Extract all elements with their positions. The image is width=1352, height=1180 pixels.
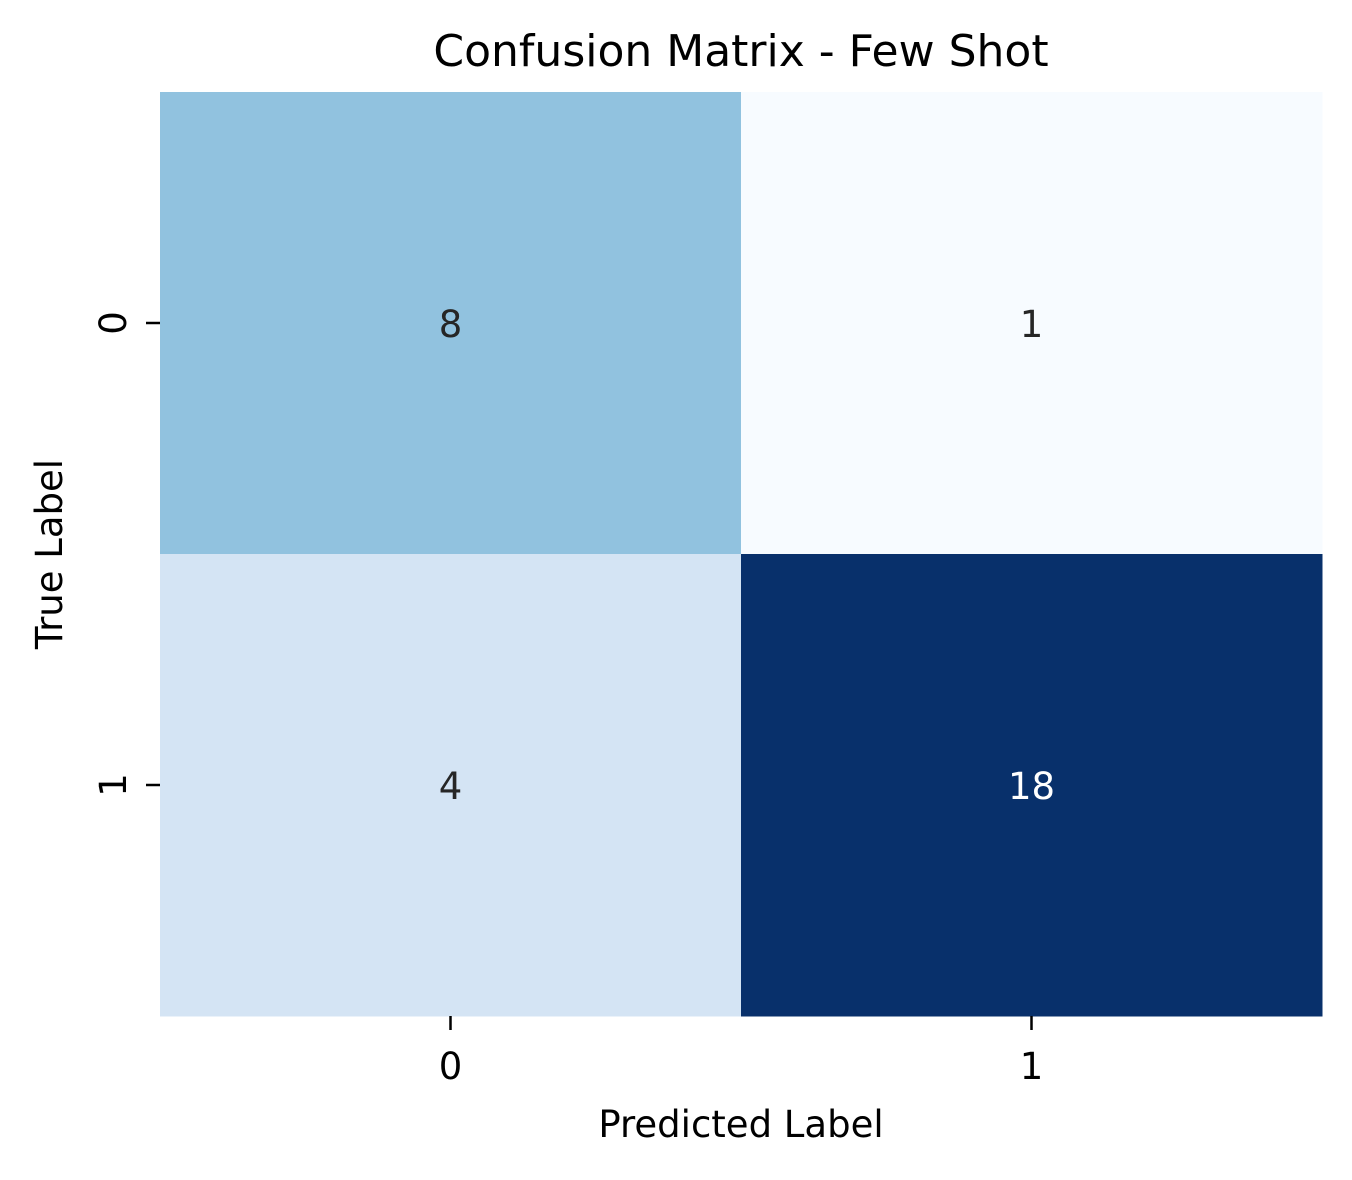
cell-annotations: 8 1 4 18 <box>439 303 1055 808</box>
x-axis-label: Predicted Label <box>598 1103 883 1146</box>
x-tick-label-1: 1 <box>1020 1045 1044 1088</box>
y-tick-label-0: 0 <box>92 311 135 335</box>
x-tick-label-0: 0 <box>439 1045 463 1088</box>
chart-title: Confusion Matrix - Few Shot <box>433 26 1048 77</box>
y-tick-label-1: 1 <box>92 773 135 797</box>
cell-value-1-1: 18 <box>1008 765 1055 808</box>
cell-value-0-1: 1 <box>1020 303 1044 346</box>
heatmap-cell-0-0 <box>160 92 742 555</box>
y-axis-label: True Label <box>28 459 71 650</box>
y-axis-ticks: 01 <box>92 311 160 797</box>
cell-value-1-0: 4 <box>439 765 463 808</box>
cell-value-0-0: 8 <box>439 303 463 346</box>
heatmap-cell-1-0 <box>160 554 742 1017</box>
heatmap-cell-0-1 <box>741 92 1323 555</box>
heatmap-cell-1-1 <box>741 554 1323 1017</box>
heatmap-cells <box>160 92 1323 1017</box>
